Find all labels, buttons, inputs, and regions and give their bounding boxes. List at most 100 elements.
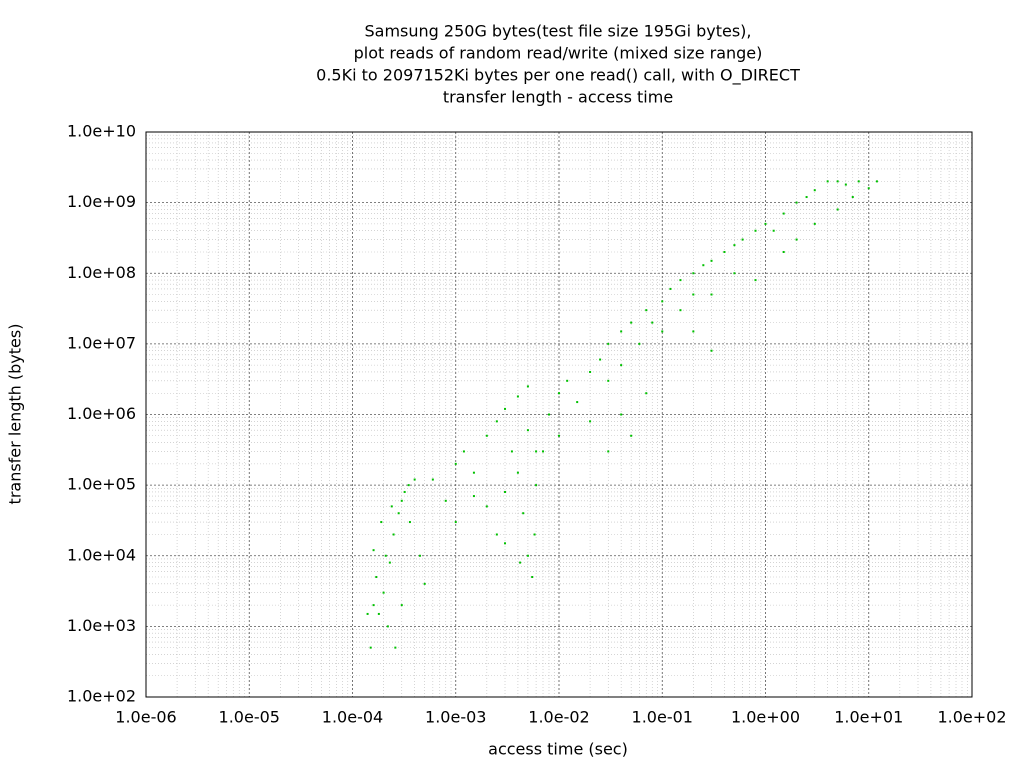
y-tick-label: 1.0e+10: [67, 122, 136, 141]
point: [651, 321, 654, 324]
point: [645, 309, 648, 312]
y-tick-label: 1.0e+03: [67, 616, 136, 635]
y-tick-label: 1.0e+08: [67, 263, 136, 282]
point: [522, 512, 525, 515]
point: [851, 196, 854, 199]
point: [795, 238, 798, 241]
point: [875, 180, 878, 183]
point: [384, 554, 387, 557]
point: [392, 533, 395, 536]
x-tick-label: 1.0e+02: [937, 708, 1006, 727]
point: [723, 250, 726, 253]
x-tick-label: 1.0e+00: [731, 708, 800, 727]
point: [782, 212, 785, 215]
y-tick-label: 1.0e+02: [67, 687, 136, 706]
point: [702, 264, 705, 267]
x-tick-label: 1.0e+01: [834, 708, 903, 727]
x-tick-label: 1.0e-06: [115, 708, 176, 727]
point: [630, 321, 633, 324]
point: [408, 521, 411, 524]
point: [418, 554, 421, 557]
point: [388, 561, 391, 564]
point: [382, 591, 385, 594]
y-tick-label: 1.0e+09: [67, 192, 136, 211]
chart-title: transfer length - access time: [443, 88, 673, 107]
point: [867, 187, 870, 190]
point: [558, 434, 560, 437]
point: [620, 330, 623, 333]
point: [607, 342, 610, 345]
point: [472, 471, 475, 474]
point: [526, 554, 529, 557]
point: [495, 420, 498, 423]
point: [566, 379, 569, 382]
point: [599, 358, 602, 361]
point: [400, 604, 403, 607]
point: [710, 349, 713, 352]
point: [516, 471, 519, 474]
point: [485, 434, 488, 437]
point: [844, 183, 847, 186]
point: [764, 222, 767, 225]
point: [692, 330, 695, 333]
point: [386, 625, 389, 628]
point: [620, 413, 623, 416]
point: [813, 222, 816, 225]
point: [679, 309, 682, 312]
point: [375, 576, 378, 579]
x-tick-label: 1.0e-01: [632, 708, 693, 727]
point: [813, 189, 816, 192]
point: [542, 450, 545, 453]
point: [397, 512, 400, 515]
point: [533, 533, 536, 536]
point: [390, 505, 393, 508]
point: [535, 484, 538, 487]
point: [630, 434, 633, 437]
point: [369, 646, 372, 649]
point: [495, 533, 498, 536]
point: [423, 582, 426, 585]
point: [710, 293, 713, 296]
point: [692, 293, 695, 296]
point: [733, 272, 736, 275]
chart-title: Samsung 250G bytes(test file size 195Gi …: [365, 22, 752, 41]
point: [576, 401, 579, 404]
point: [380, 521, 383, 524]
point: [589, 370, 592, 373]
point: [692, 272, 695, 275]
point: [472, 495, 475, 498]
x-axis-label: access time (sec): [488, 740, 628, 759]
point: [485, 505, 488, 508]
point: [403, 490, 406, 493]
point: [431, 478, 434, 481]
point: [372, 604, 375, 607]
point: [462, 450, 465, 453]
point: [669, 287, 672, 290]
point: [836, 208, 839, 211]
point: [535, 450, 538, 453]
point: [836, 180, 839, 183]
y-tick-label: 1.0e+04: [67, 545, 136, 564]
point: [366, 612, 369, 615]
point: [782, 250, 785, 253]
point: [710, 259, 713, 262]
point: [519, 561, 522, 564]
point: [454, 462, 457, 465]
point: [454, 521, 457, 524]
x-tick-label: 1.0e-04: [322, 708, 383, 727]
point: [741, 238, 744, 241]
point: [754, 229, 757, 232]
point: [679, 279, 682, 282]
point: [531, 576, 534, 579]
point: [526, 429, 529, 432]
point: [607, 450, 610, 453]
x-tick-label: 1.0e-03: [425, 708, 486, 727]
point: [589, 420, 592, 423]
point: [607, 379, 610, 382]
point: [754, 279, 757, 282]
point: [377, 612, 380, 615]
point: [547, 413, 550, 416]
point: [444, 499, 447, 502]
point: [504, 407, 507, 410]
